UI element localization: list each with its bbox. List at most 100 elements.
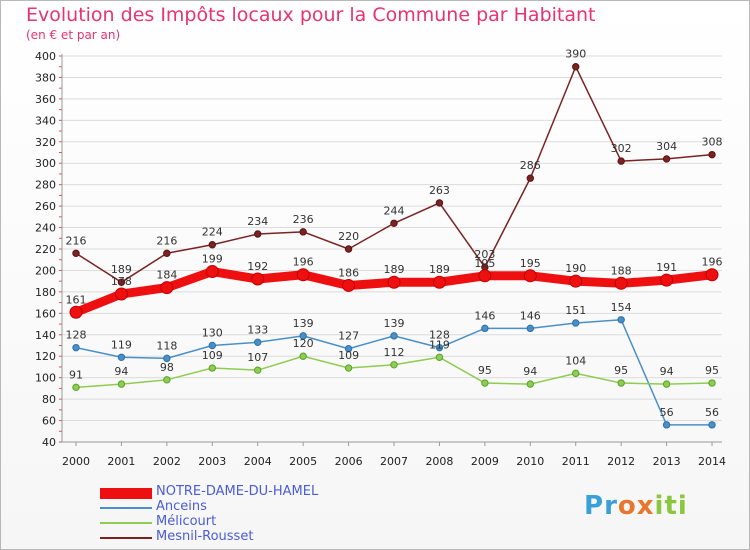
data-point	[117, 380, 126, 388]
data-label: 234	[247, 215, 268, 228]
data-point	[432, 275, 446, 289]
data-point	[208, 341, 216, 350]
legend-swatch	[100, 488, 152, 499]
y-tick-label: 280	[35, 179, 56, 192]
y-tick-label: 380	[35, 71, 56, 84]
data-label: 95	[614, 364, 628, 377]
data-point	[708, 421, 716, 429]
data-point	[481, 324, 489, 333]
data-point	[163, 249, 171, 257]
data-label: 128	[429, 329, 450, 342]
x-tick-label: 2014	[698, 455, 726, 468]
data-point	[572, 63, 580, 71]
y-tick-label: 200	[35, 264, 56, 277]
data-label: 133	[247, 323, 268, 336]
legend-swatch	[100, 522, 152, 524]
data-point	[390, 361, 398, 369]
data-label: 304	[656, 140, 677, 153]
data-point	[614, 276, 628, 290]
data-label: 390	[565, 48, 586, 61]
data-label: 186	[338, 266, 359, 279]
data-point	[160, 281, 174, 295]
x-tick-label: 2003	[198, 455, 226, 468]
legend-swatch	[100, 537, 152, 539]
data-point	[163, 354, 171, 363]
data-point	[569, 274, 583, 288]
y-tick-label: 220	[35, 243, 56, 256]
data-label: 146	[520, 309, 541, 322]
x-tick-label: 2000	[62, 455, 90, 468]
data-label: 236	[293, 213, 314, 226]
data-point	[117, 278, 126, 286]
legend-swatch	[100, 507, 152, 509]
y-tick-label: 360	[35, 93, 56, 106]
data-point	[296, 268, 310, 282]
logo-letter: i	[677, 491, 688, 521]
data-label: 112	[384, 346, 405, 359]
x-tick-label: 2006	[335, 455, 363, 468]
logo-letter: r	[604, 491, 618, 521]
data-label: 263	[429, 184, 450, 197]
data-point	[72, 249, 80, 257]
x-tick-label: 2012	[607, 455, 635, 468]
data-point	[299, 332, 307, 340]
y-tick-label: 320	[35, 136, 56, 149]
data-point	[572, 319, 580, 327]
x-tick-label: 2007	[380, 455, 408, 468]
data-point	[205, 265, 219, 279]
data-point	[617, 379, 625, 387]
x-tick-label: 2001	[107, 455, 135, 468]
data-label: 178	[111, 275, 132, 288]
y-tick-label: 40	[42, 436, 56, 449]
data-label: 189	[111, 263, 132, 276]
data-point	[708, 379, 716, 387]
data-label: 302	[611, 142, 632, 155]
data-point	[572, 369, 580, 378]
y-tick-label: 340	[35, 114, 56, 127]
legend-label: Mesnil-Rousset	[156, 529, 254, 544]
y-tick-label: 100	[35, 372, 56, 385]
data-point	[526, 324, 534, 333]
data-label: 139	[293, 317, 314, 330]
y-tick-label: 240	[35, 222, 56, 235]
data-point	[344, 245, 353, 253]
data-label: 220	[338, 230, 359, 243]
data-point	[208, 364, 216, 372]
data-point	[617, 157, 625, 165]
x-tick-label: 2010	[516, 455, 544, 468]
data-label: 161	[66, 293, 87, 306]
x-tick-label: 2008	[425, 455, 453, 468]
data-point	[299, 352, 307, 360]
data-label: 184	[156, 269, 177, 282]
data-point	[344, 345, 353, 353]
data-label: 94	[660, 365, 674, 378]
y-tick-label: 160	[35, 307, 56, 320]
data-point	[114, 287, 128, 301]
data-point	[435, 199, 444, 207]
data-label: 109	[338, 349, 359, 362]
data-point	[69, 305, 83, 319]
data-point	[662, 380, 671, 388]
data-label: 109	[202, 349, 223, 362]
x-tick-label: 2004	[244, 455, 272, 468]
logo-letter: x	[636, 491, 655, 521]
data-label: 56	[705, 406, 719, 419]
data-point	[481, 379, 489, 387]
data-label: 128	[66, 329, 87, 342]
y-tick-label: 180	[35, 286, 56, 299]
chart-subtitle: (en € et par an)	[26, 28, 121, 42]
data-point	[523, 269, 537, 283]
logo-letter: P	[584, 491, 605, 521]
x-tick-label: 2005	[289, 455, 317, 468]
data-point	[72, 383, 80, 392]
data-label: 130	[202, 327, 223, 340]
data-label: 146	[474, 309, 495, 322]
x-tick-label: 2002	[153, 455, 181, 468]
data-point	[117, 353, 126, 361]
y-tick-label: 400	[35, 50, 56, 63]
data-label: 95	[478, 364, 492, 377]
logo-letter: o	[617, 491, 637, 521]
data-point	[526, 380, 534, 388]
y-tick-label: 300	[35, 157, 56, 170]
